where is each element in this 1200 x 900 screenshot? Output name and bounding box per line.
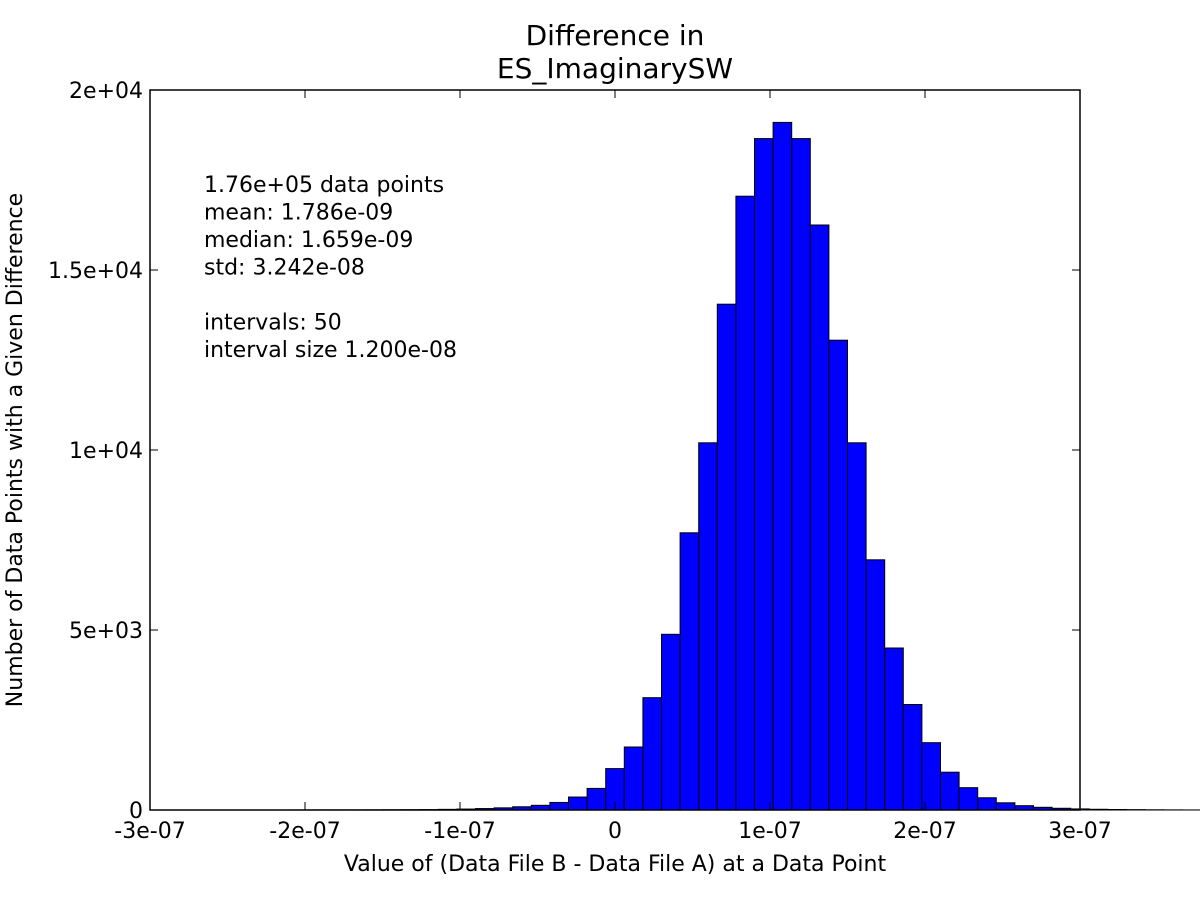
y-axis-label: Number of Data Points with a Given Diffe… [3, 193, 28, 707]
stats-annotation-line: intervals: 50 [204, 311, 342, 336]
histogram-bar [754, 138, 774, 811]
histogram-bars [289, 121, 1200, 811]
histogram-bar [995, 802, 1016, 811]
x-tick-label: 1e-07 [738, 819, 801, 844]
histogram-bar [865, 559, 886, 811]
x-tick-label: -3e-07 [114, 819, 185, 844]
stats-annotation-line: mean: 1.786e-09 [204, 201, 393, 226]
histogram-bar [847, 442, 867, 811]
x-tick-label: 2e-07 [893, 819, 956, 844]
y-tick-label: 5e+03 [69, 619, 143, 644]
stats-annotation-line: interval size 1.200e-08 [204, 338, 457, 363]
histogram-bar [940, 771, 960, 811]
y-tick-label: 2e+04 [69, 79, 143, 104]
stats-annotation-line: 1.76e+05 data points [204, 173, 444, 198]
histogram-bar [809, 224, 830, 811]
histogram-bar [586, 787, 607, 811]
y-tick-label: 1e+04 [69, 439, 143, 464]
plot-frame [149, 89, 1081, 811]
x-tick-label: -2e-07 [269, 819, 340, 844]
histogram-bar [977, 797, 997, 811]
histogram-bar [884, 647, 904, 811]
chart-title-line: Difference in [526, 19, 705, 52]
histogram-bar [549, 801, 570, 811]
stats-annotation: 1.76e+05 data points mean: 1.786e-09media… [204, 173, 457, 363]
x-tick-label: -1e-07 [424, 819, 495, 844]
x-axis-ticks: -3e-07 -2e-07 -1e-07 0 1e-07 2e-07 3e-07 [114, 90, 1112, 844]
histogram-bar [958, 787, 979, 811]
histogram-bar [679, 532, 700, 811]
y-axis-ticks: 0 5e+03 1e+04 1.5e+04 2e+04 [48, 79, 1080, 824]
histogram-bar [902, 704, 923, 811]
histogram-bar [921, 742, 942, 811]
histogram-bar [568, 796, 588, 811]
histogram-bar [642, 697, 663, 811]
histogram-bar [828, 339, 849, 811]
x-tick-label: 3e-07 [1048, 819, 1111, 844]
histogram-bar [772, 121, 793, 811]
x-tick-label: 0 [608, 819, 622, 844]
chart-title-line: ES_ImaginarySW [497, 52, 733, 85]
stats-annotation-line: std: 3.242e-08 [204, 256, 365, 281]
stats-annotation-line: median: 1.659e-09 [204, 228, 413, 253]
y-tick-label: 0 [129, 799, 143, 824]
histogram-bar [698, 442, 718, 811]
histogram-bar [735, 195, 756, 811]
y-tick-label: 1.5e+04 [48, 259, 143, 284]
x-axis-label: Value of (Data File B - Data File A) at … [344, 852, 887, 877]
histogram-bar [623, 746, 644, 811]
histogram-bar [661, 633, 681, 811]
histogram-bar [716, 303, 737, 811]
histogram-bar [1107, 809, 1128, 811]
histogram-bar [1088, 808, 1109, 811]
histogram-bar [791, 138, 811, 811]
